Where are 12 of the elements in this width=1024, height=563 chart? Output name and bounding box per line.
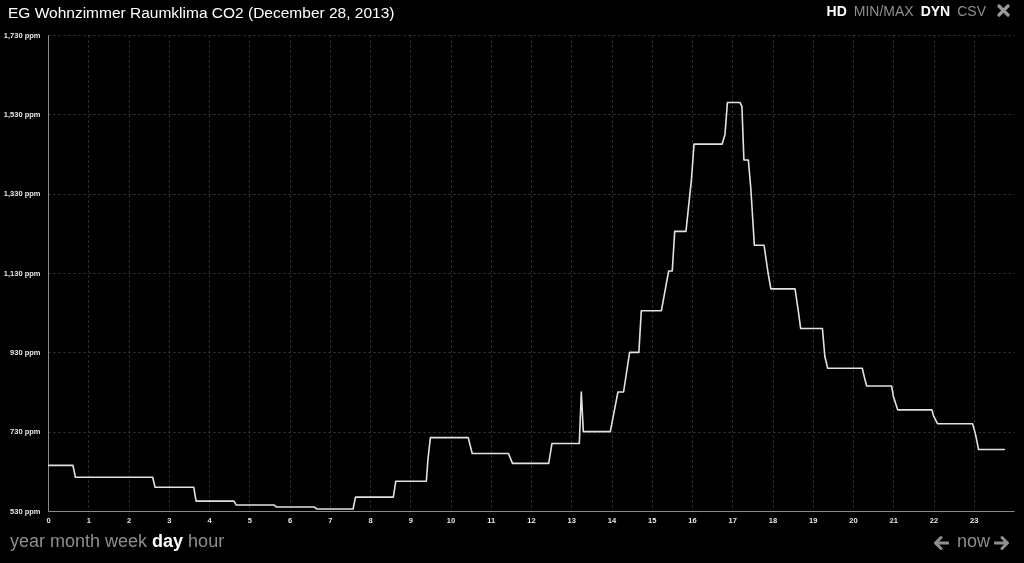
text: DYN (920, 3, 951, 20)
line-series (48, 101, 1006, 510)
text: HD (826, 3, 847, 20)
text: now (956, 531, 990, 552)
text: day (152, 531, 184, 552)
text: week (105, 531, 148, 552)
text: CSV (957, 3, 986, 20)
text: year (10, 531, 46, 552)
text: MIN/MAX (853, 3, 914, 20)
text: month (50, 531, 101, 552)
text: hour (188, 531, 225, 552)
chart-title: EG Wohnzimmer Raumklima CO2 (December 28, 2013) (8, 3, 395, 21)
